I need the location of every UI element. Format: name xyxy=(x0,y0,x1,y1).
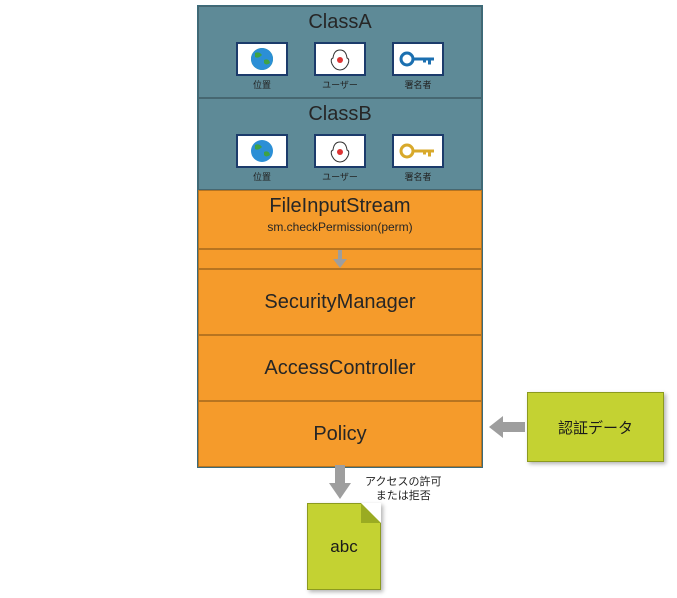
class-b-signer-cell: 署名者 xyxy=(392,134,444,183)
class-b-user-label: ユーザー xyxy=(314,170,366,183)
class-a-user-label: ユーザー xyxy=(314,78,366,91)
key-icon xyxy=(392,134,444,168)
class-a-location-label: 位置 xyxy=(236,78,288,91)
arrow-down-bottom-icon xyxy=(329,465,351,504)
access-result-caption: アクセスの許可 または拒否 xyxy=(365,475,441,504)
arrow-left-icon xyxy=(489,416,525,443)
file-label: abc xyxy=(330,537,357,557)
class-a-icon-row: 位置 ユーザー xyxy=(199,34,481,97)
class-b-title: ClassB xyxy=(199,99,481,126)
user-icon xyxy=(314,134,366,168)
globe-icon xyxy=(236,134,288,168)
layer-stack: ClassA 位置 xyxy=(197,5,483,468)
class-a-location-cell: 位置 xyxy=(236,42,288,91)
access-controller-title: AccessController xyxy=(264,357,415,380)
auth-data-box: 認証データ xyxy=(527,392,664,462)
file-input-stream-subtitle: sm.checkPermission(perm) xyxy=(199,220,481,242)
access-result-line2: または拒否 xyxy=(376,490,431,502)
file-icon: abc xyxy=(307,503,381,590)
policy-box: Policy xyxy=(198,401,482,467)
mid-arrow-box xyxy=(198,249,482,269)
class-b-signer-label: 署名者 xyxy=(392,170,444,183)
access-controller-box: AccessController xyxy=(198,335,482,401)
class-b-icon-row: 位置 ユーザー xyxy=(199,126,481,189)
file-body: abc xyxy=(307,503,381,590)
key-icon xyxy=(392,42,444,76)
class-a-box: ClassA 位置 xyxy=(198,6,482,98)
auth-data-label: 認証データ xyxy=(558,417,633,438)
class-a-title: ClassA xyxy=(199,7,481,34)
file-input-stream-title: FileInputStream xyxy=(199,191,481,218)
class-a-signer-cell: 署名者 xyxy=(392,42,444,91)
policy-title: Policy xyxy=(313,423,366,446)
class-b-user-cell: ユーザー xyxy=(314,134,366,183)
class-b-location-label: 位置 xyxy=(236,170,288,183)
class-a-user-cell: ユーザー xyxy=(314,42,366,91)
class-b-box: ClassB 位置 ユーザー xyxy=(198,98,482,190)
file-fold-icon xyxy=(361,503,381,523)
class-b-location-cell: 位置 xyxy=(236,134,288,183)
globe-icon xyxy=(236,42,288,76)
class-a-signer-label: 署名者 xyxy=(392,78,444,91)
security-manager-title: SecurityManager xyxy=(264,291,415,314)
arrow-down-icon xyxy=(333,250,347,268)
user-icon xyxy=(314,42,366,76)
security-manager-box: SecurityManager xyxy=(198,269,482,335)
access-result-line1: アクセスの許可 xyxy=(365,476,441,488)
file-input-stream-box: FileInputStream sm.checkPermission(perm) xyxy=(198,190,482,249)
